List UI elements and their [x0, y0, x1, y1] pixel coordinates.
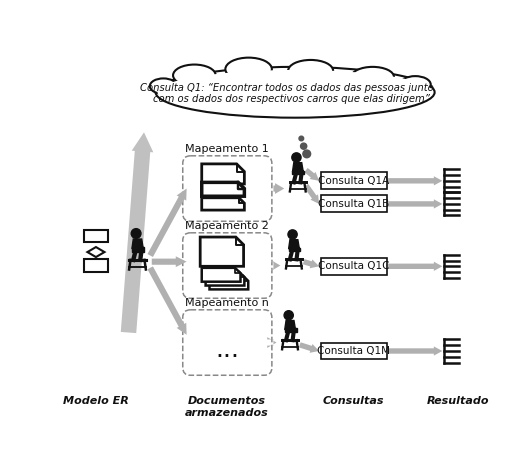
Polygon shape — [293, 171, 304, 174]
Circle shape — [131, 229, 141, 238]
Ellipse shape — [150, 78, 177, 94]
Bar — [321, 258, 387, 275]
Polygon shape — [147, 266, 187, 335]
Ellipse shape — [156, 67, 435, 118]
Bar — [321, 195, 387, 213]
Text: Modelo ER: Modelo ER — [63, 396, 129, 407]
Polygon shape — [210, 276, 248, 290]
Text: Consulta Q1: “Encontrar todos os dados das pessoas junto: Consulta Q1: “Encontrar todos os dados d… — [140, 83, 434, 93]
Text: Resultado: Resultado — [427, 396, 489, 407]
Polygon shape — [271, 260, 280, 271]
Ellipse shape — [173, 65, 215, 86]
Polygon shape — [285, 328, 297, 332]
Bar — [321, 172, 387, 189]
Bar — [321, 343, 387, 360]
Polygon shape — [289, 240, 299, 249]
Circle shape — [288, 230, 297, 239]
Text: Mapeamento n: Mapeamento n — [185, 298, 269, 308]
Circle shape — [301, 143, 307, 149]
FancyBboxPatch shape — [183, 233, 272, 298]
Polygon shape — [293, 163, 303, 172]
Polygon shape — [388, 262, 443, 271]
Text: Consultas: Consultas — [322, 396, 384, 407]
Circle shape — [284, 311, 293, 320]
Text: Consulta Q1A: Consulta Q1A — [318, 176, 389, 186]
Polygon shape — [200, 237, 244, 266]
Polygon shape — [267, 337, 277, 348]
Text: Mapeamento 1: Mapeamento 1 — [186, 144, 269, 154]
FancyBboxPatch shape — [183, 156, 272, 221]
Polygon shape — [388, 199, 443, 208]
Polygon shape — [273, 183, 284, 194]
Polygon shape — [202, 198, 244, 210]
Ellipse shape — [288, 60, 333, 82]
Polygon shape — [202, 183, 244, 196]
Polygon shape — [303, 259, 319, 268]
Circle shape — [303, 150, 311, 158]
Text: Consulta Q1B: Consulta Q1B — [318, 199, 389, 209]
Text: Documentos
armazenados: Documentos armazenados — [185, 396, 269, 418]
FancyBboxPatch shape — [183, 310, 272, 375]
Polygon shape — [121, 132, 153, 333]
Polygon shape — [299, 342, 319, 353]
Text: com os dados dos respectivos carros que elas dirigem”: com os dados dos respectivos carros que … — [153, 94, 430, 104]
Text: Consulta Q1M: Consulta Q1M — [317, 346, 390, 356]
Polygon shape — [388, 176, 443, 185]
Polygon shape — [152, 256, 187, 267]
Text: Mapeamento 2: Mapeamento 2 — [185, 221, 269, 231]
Polygon shape — [388, 346, 443, 355]
Bar — [84, 260, 109, 272]
Polygon shape — [87, 247, 104, 257]
Ellipse shape — [226, 58, 272, 81]
Bar — [84, 230, 109, 242]
Polygon shape — [202, 164, 244, 184]
Ellipse shape — [157, 70, 433, 115]
Circle shape — [299, 136, 304, 141]
Polygon shape — [304, 168, 319, 181]
Polygon shape — [289, 248, 301, 251]
Polygon shape — [202, 268, 240, 282]
Polygon shape — [205, 272, 244, 285]
Polygon shape — [304, 184, 319, 204]
Polygon shape — [147, 189, 187, 257]
Polygon shape — [132, 248, 145, 252]
Text: ...: ... — [215, 338, 239, 362]
Circle shape — [292, 153, 301, 162]
Polygon shape — [285, 320, 295, 330]
Ellipse shape — [400, 76, 431, 93]
Ellipse shape — [351, 67, 394, 87]
Polygon shape — [132, 239, 143, 249]
Text: Consulta Q1C: Consulta Q1C — [318, 261, 389, 272]
